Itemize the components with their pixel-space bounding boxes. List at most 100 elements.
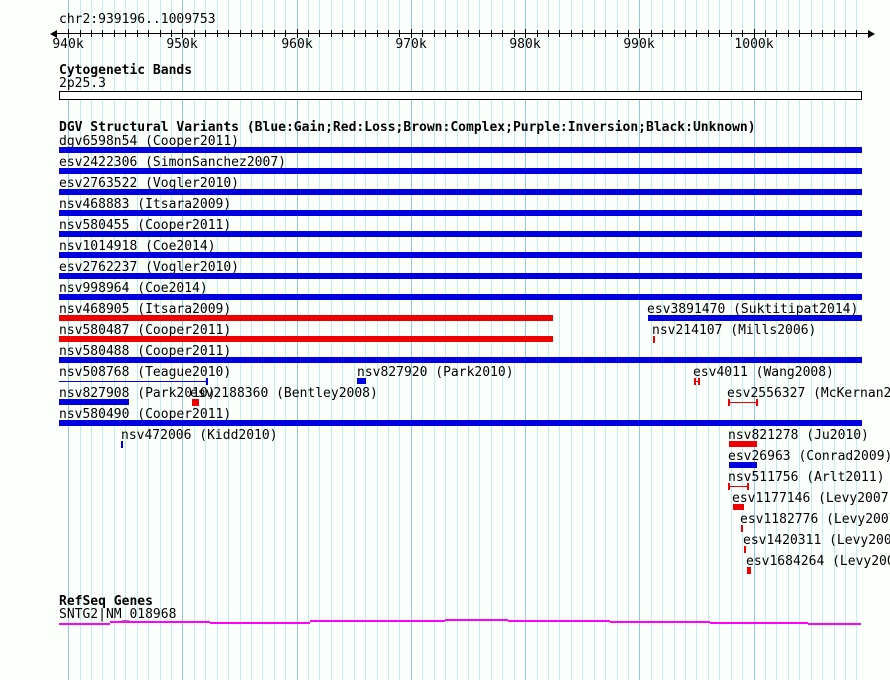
variant-bar[interactable] <box>59 336 553 342</box>
dgv-section-title: DGV Structural Variants (Blue:Gain;Red:L… <box>59 120 756 135</box>
refseq-gene-line[interactable] <box>445 619 508 621</box>
variant-label: nsv827920 (Park2010) <box>357 365 514 380</box>
refseq-gene-line[interactable] <box>110 621 210 623</box>
ruler-tick <box>399 30 400 37</box>
ruler-tick <box>354 30 355 37</box>
refseq-gene-name: SNTG2|NM_018968 <box>59 607 177 622</box>
variant-point-tick[interactable] <box>744 546 746 553</box>
ruler-tick <box>651 30 652 37</box>
variant-label: nsv472006 (Kidd2010) <box>121 428 278 443</box>
variant-range-bracket[interactable] <box>694 378 700 385</box>
ruler-tick <box>731 30 732 37</box>
variant-point-tick[interactable] <box>653 336 655 343</box>
bracket-span-line <box>728 486 749 487</box>
ruler-tick <box>502 30 503 37</box>
variant-bar[interactable] <box>729 462 757 468</box>
variant-point-tick[interactable] <box>741 525 743 532</box>
ruler-tick <box>68 29 69 38</box>
ruler-axis-line <box>56 33 868 34</box>
variant-bar[interactable] <box>59 210 862 216</box>
ruler-tick <box>388 30 389 37</box>
cytoband-bar[interactable] <box>59 91 862 100</box>
gridline-minor <box>559 0 560 680</box>
variant-label: nsv1014918 (Coe2014) <box>59 239 216 254</box>
ruler-tick <box>285 30 286 37</box>
variant-span-end-tick[interactable] <box>206 378 208 385</box>
ruler-tick-label: 1000k <box>734 37 774 52</box>
ruler-tick <box>594 30 595 37</box>
variant-bar[interactable] <box>59 357 862 363</box>
gridline-major <box>639 0 640 680</box>
ruler-tick <box>457 30 458 37</box>
ruler-tick <box>799 30 800 37</box>
gridline-minor <box>811 0 812 680</box>
region-coordinates: chr2:939196..1009753 <box>59 12 216 27</box>
variant-bar[interactable] <box>59 231 862 237</box>
ruler-tick <box>776 30 777 37</box>
bracket-span-line <box>694 381 700 382</box>
ruler-tick <box>468 30 469 37</box>
ruler-tick <box>91 30 92 37</box>
variant-span-line[interactable] <box>59 381 207 382</box>
variant-bar[interactable] <box>357 378 366 384</box>
variant-bar[interactable] <box>59 315 553 321</box>
ruler-tick <box>411 29 412 38</box>
variant-bar[interactable] <box>648 315 862 321</box>
ruler-tick <box>514 30 515 37</box>
variant-box[interactable] <box>192 399 199 406</box>
gridline-minor <box>628 0 629 680</box>
ruler-tick <box>137 30 138 37</box>
ruler-tick <box>102 30 103 37</box>
ruler-tick-label: 940k <box>52 37 84 52</box>
variant-box[interactable] <box>747 567 751 574</box>
ruler-tick <box>80 30 81 37</box>
refseq-gene-line[interactable] <box>310 620 445 622</box>
ruler-tick <box>605 30 606 37</box>
variant-bar[interactable] <box>59 420 862 426</box>
variant-bar[interactable] <box>59 399 129 405</box>
variant-label: nsv468883 (Itsara2009) <box>59 197 232 212</box>
ruler-tick <box>491 30 492 37</box>
variant-bar[interactable] <box>59 189 862 195</box>
ruler-tick <box>662 30 663 37</box>
gridline-minor <box>571 0 572 680</box>
variant-bar[interactable] <box>729 441 757 447</box>
gridline-minor <box>696 0 697 680</box>
ruler-tick <box>788 30 789 37</box>
variant-bar[interactable] <box>59 168 862 174</box>
ruler-tick <box>365 30 366 37</box>
variant-label: esv1420311 (Levy2007) <box>743 533 890 548</box>
variant-bar[interactable] <box>733 504 744 510</box>
variant-bar[interactable] <box>59 147 862 153</box>
variant-label: esv2556327 (McKernan2009) <box>727 386 890 401</box>
ruler-tick <box>765 30 766 37</box>
gridline-minor <box>605 0 606 680</box>
ruler-tick <box>708 30 709 37</box>
refseq-gene-line[interactable] <box>710 622 808 624</box>
variant-label: esv3891470 (Suktitipat2014) <box>647 302 859 317</box>
variant-range-bracket[interactable] <box>728 483 749 490</box>
ruler-tick <box>696 30 697 37</box>
ruler-tick <box>377 30 378 37</box>
ruler-tick <box>194 30 195 37</box>
variant-label: nsv580488 (Cooper2011) <box>59 344 232 359</box>
refseq-gene-line[interactable] <box>808 623 861 625</box>
refseq-gene-line[interactable] <box>210 622 310 624</box>
ruler-right-arrow-icon <box>868 30 875 38</box>
variant-bar[interactable] <box>59 273 862 279</box>
variant-bar[interactable] <box>59 294 862 300</box>
refseq-gene-line[interactable] <box>508 620 610 622</box>
gridline-minor <box>674 0 675 680</box>
ruler-tick <box>674 30 675 37</box>
gridline-minor <box>685 0 686 680</box>
variant-bar[interactable] <box>59 252 862 258</box>
variant-label: esv26963 (Conrad2009) <box>728 449 890 464</box>
refseq-gene-line[interactable] <box>59 623 110 625</box>
ruler-tick <box>434 30 435 37</box>
variant-point-tick[interactable] <box>121 441 123 448</box>
ruler-tick <box>274 30 275 37</box>
variant-label: nsv821278 (Ju2010) <box>728 428 869 443</box>
variant-range-bracket[interactable] <box>728 399 758 406</box>
refseq-gene-line[interactable] <box>610 621 710 623</box>
